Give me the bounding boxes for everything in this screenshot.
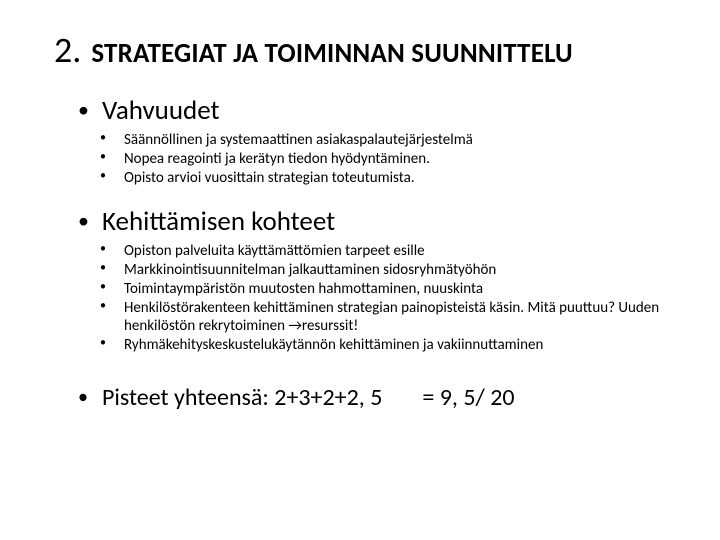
vahvuudet-list: Säännöllinen ja systemaattinen asiakaspa… xyxy=(78,131,672,187)
list-item: Nopea reagointi ja kerätyn tiedon hyödyn… xyxy=(78,150,672,169)
list-item: Säännöllinen ja systemaattinen asiakaspa… xyxy=(78,131,672,150)
list-item: Ryhmäkehityskeskustelukäytännön kehittäm… xyxy=(78,336,672,355)
section-heading-kehittamisen: Kehittämisen kohteet xyxy=(78,205,672,238)
slide-title: 2. STRATEGIAT JA TOIMINNAN SUUNNITTELU xyxy=(48,28,672,72)
section-heading-vahvuudet: Vahvuudet xyxy=(78,94,672,127)
title-number: 2. xyxy=(54,28,81,72)
score-left: Pisteet yhteensä: 2+3+2+2, 5 xyxy=(102,383,382,412)
list-item: Opiston palveluita käyttämättömien tarpe… xyxy=(78,242,672,261)
list-item: Henkilöstörakenteen kehittäminen strateg… xyxy=(78,299,672,337)
list-item: Markkinointisuunnitelman jalkauttaminen … xyxy=(78,261,672,280)
list-item: Toimintaympäristön muutosten hahmottamin… xyxy=(78,280,672,299)
score-right: = 9, 5/ 20 xyxy=(422,383,514,412)
title-text: STRATEGIAT JA TOIMINNAN SUUNNITTELU xyxy=(91,37,573,70)
list-item: Opisto arvioi vuosittain strategian tote… xyxy=(78,169,672,188)
slide: 2. STRATEGIAT JA TOIMINNAN SUUNNITTELU V… xyxy=(0,0,720,540)
kehittamisen-list: Opiston palveluita käyttämättömien tarpe… xyxy=(78,242,672,355)
score-line: Pisteet yhteensä: 2+3+2+2, 5 = 9, 5/ 20 xyxy=(78,383,672,412)
